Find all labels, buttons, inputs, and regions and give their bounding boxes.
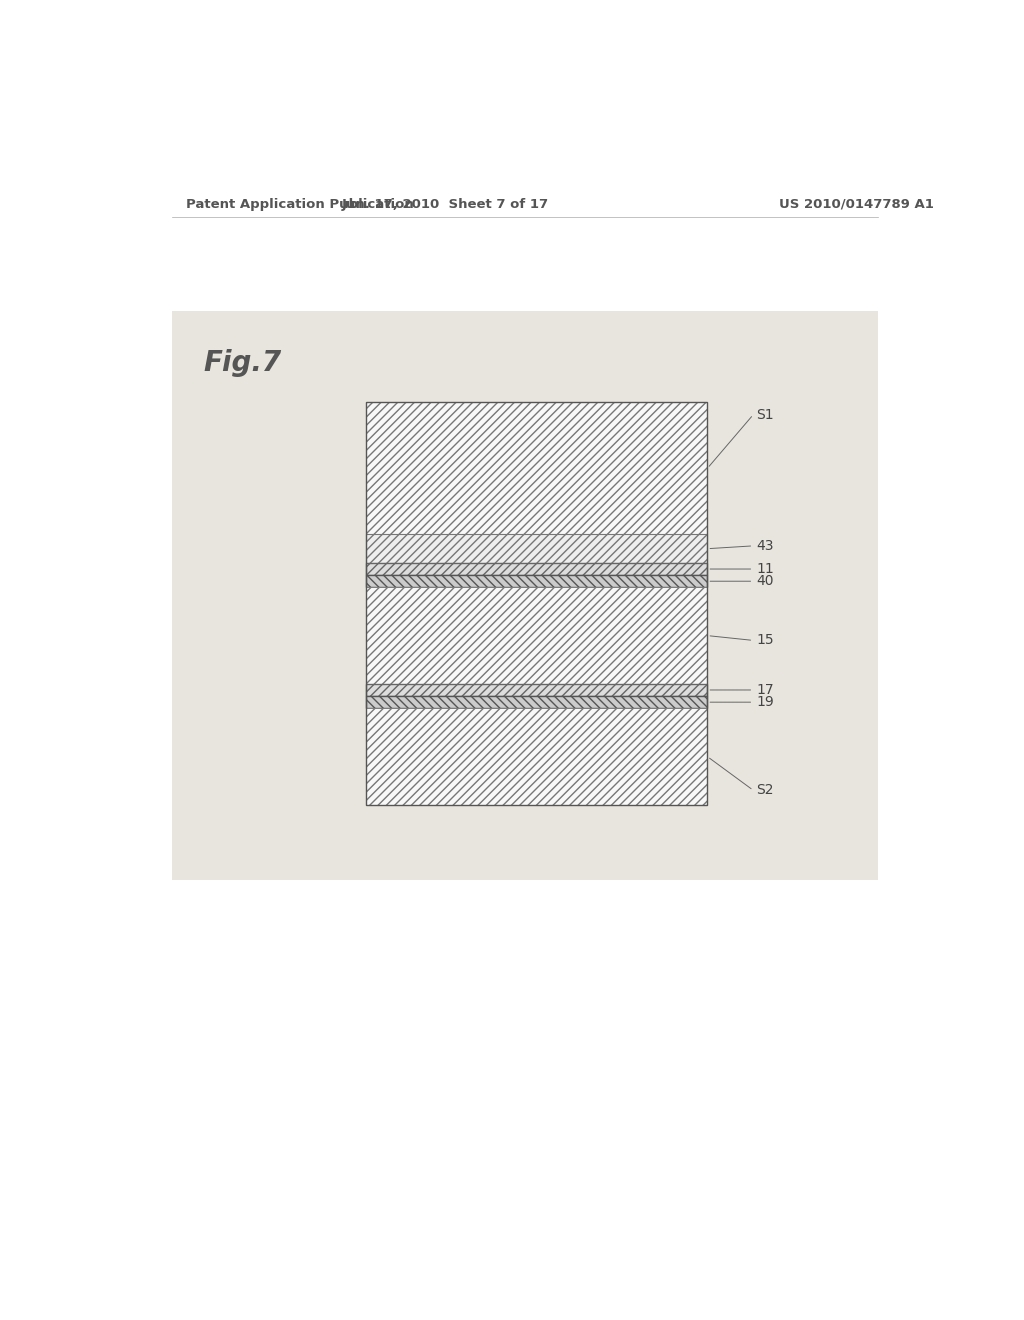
Bar xyxy=(367,587,708,684)
Text: Patent Application Publication: Patent Application Publication xyxy=(186,198,414,211)
Text: US 2010/0147789 A1: US 2010/0147789 A1 xyxy=(778,198,934,211)
Text: 11: 11 xyxy=(757,562,774,576)
Text: 43: 43 xyxy=(757,539,774,553)
Bar xyxy=(367,403,708,805)
Text: 19: 19 xyxy=(757,696,774,709)
Bar xyxy=(367,535,708,562)
Text: Fig.7: Fig.7 xyxy=(204,348,282,378)
Text: 15: 15 xyxy=(757,634,774,647)
Bar xyxy=(367,684,708,696)
Text: 17: 17 xyxy=(757,682,774,697)
Bar xyxy=(172,312,878,880)
Bar xyxy=(367,696,708,709)
Bar xyxy=(367,709,708,805)
Text: Jun. 17, 2010  Sheet 7 of 17: Jun. 17, 2010 Sheet 7 of 17 xyxy=(342,198,549,211)
Text: 40: 40 xyxy=(757,574,774,589)
Bar xyxy=(367,562,708,576)
Text: S2: S2 xyxy=(757,783,774,797)
Text: S1: S1 xyxy=(757,408,774,421)
Bar xyxy=(367,576,708,587)
Bar xyxy=(367,403,708,535)
